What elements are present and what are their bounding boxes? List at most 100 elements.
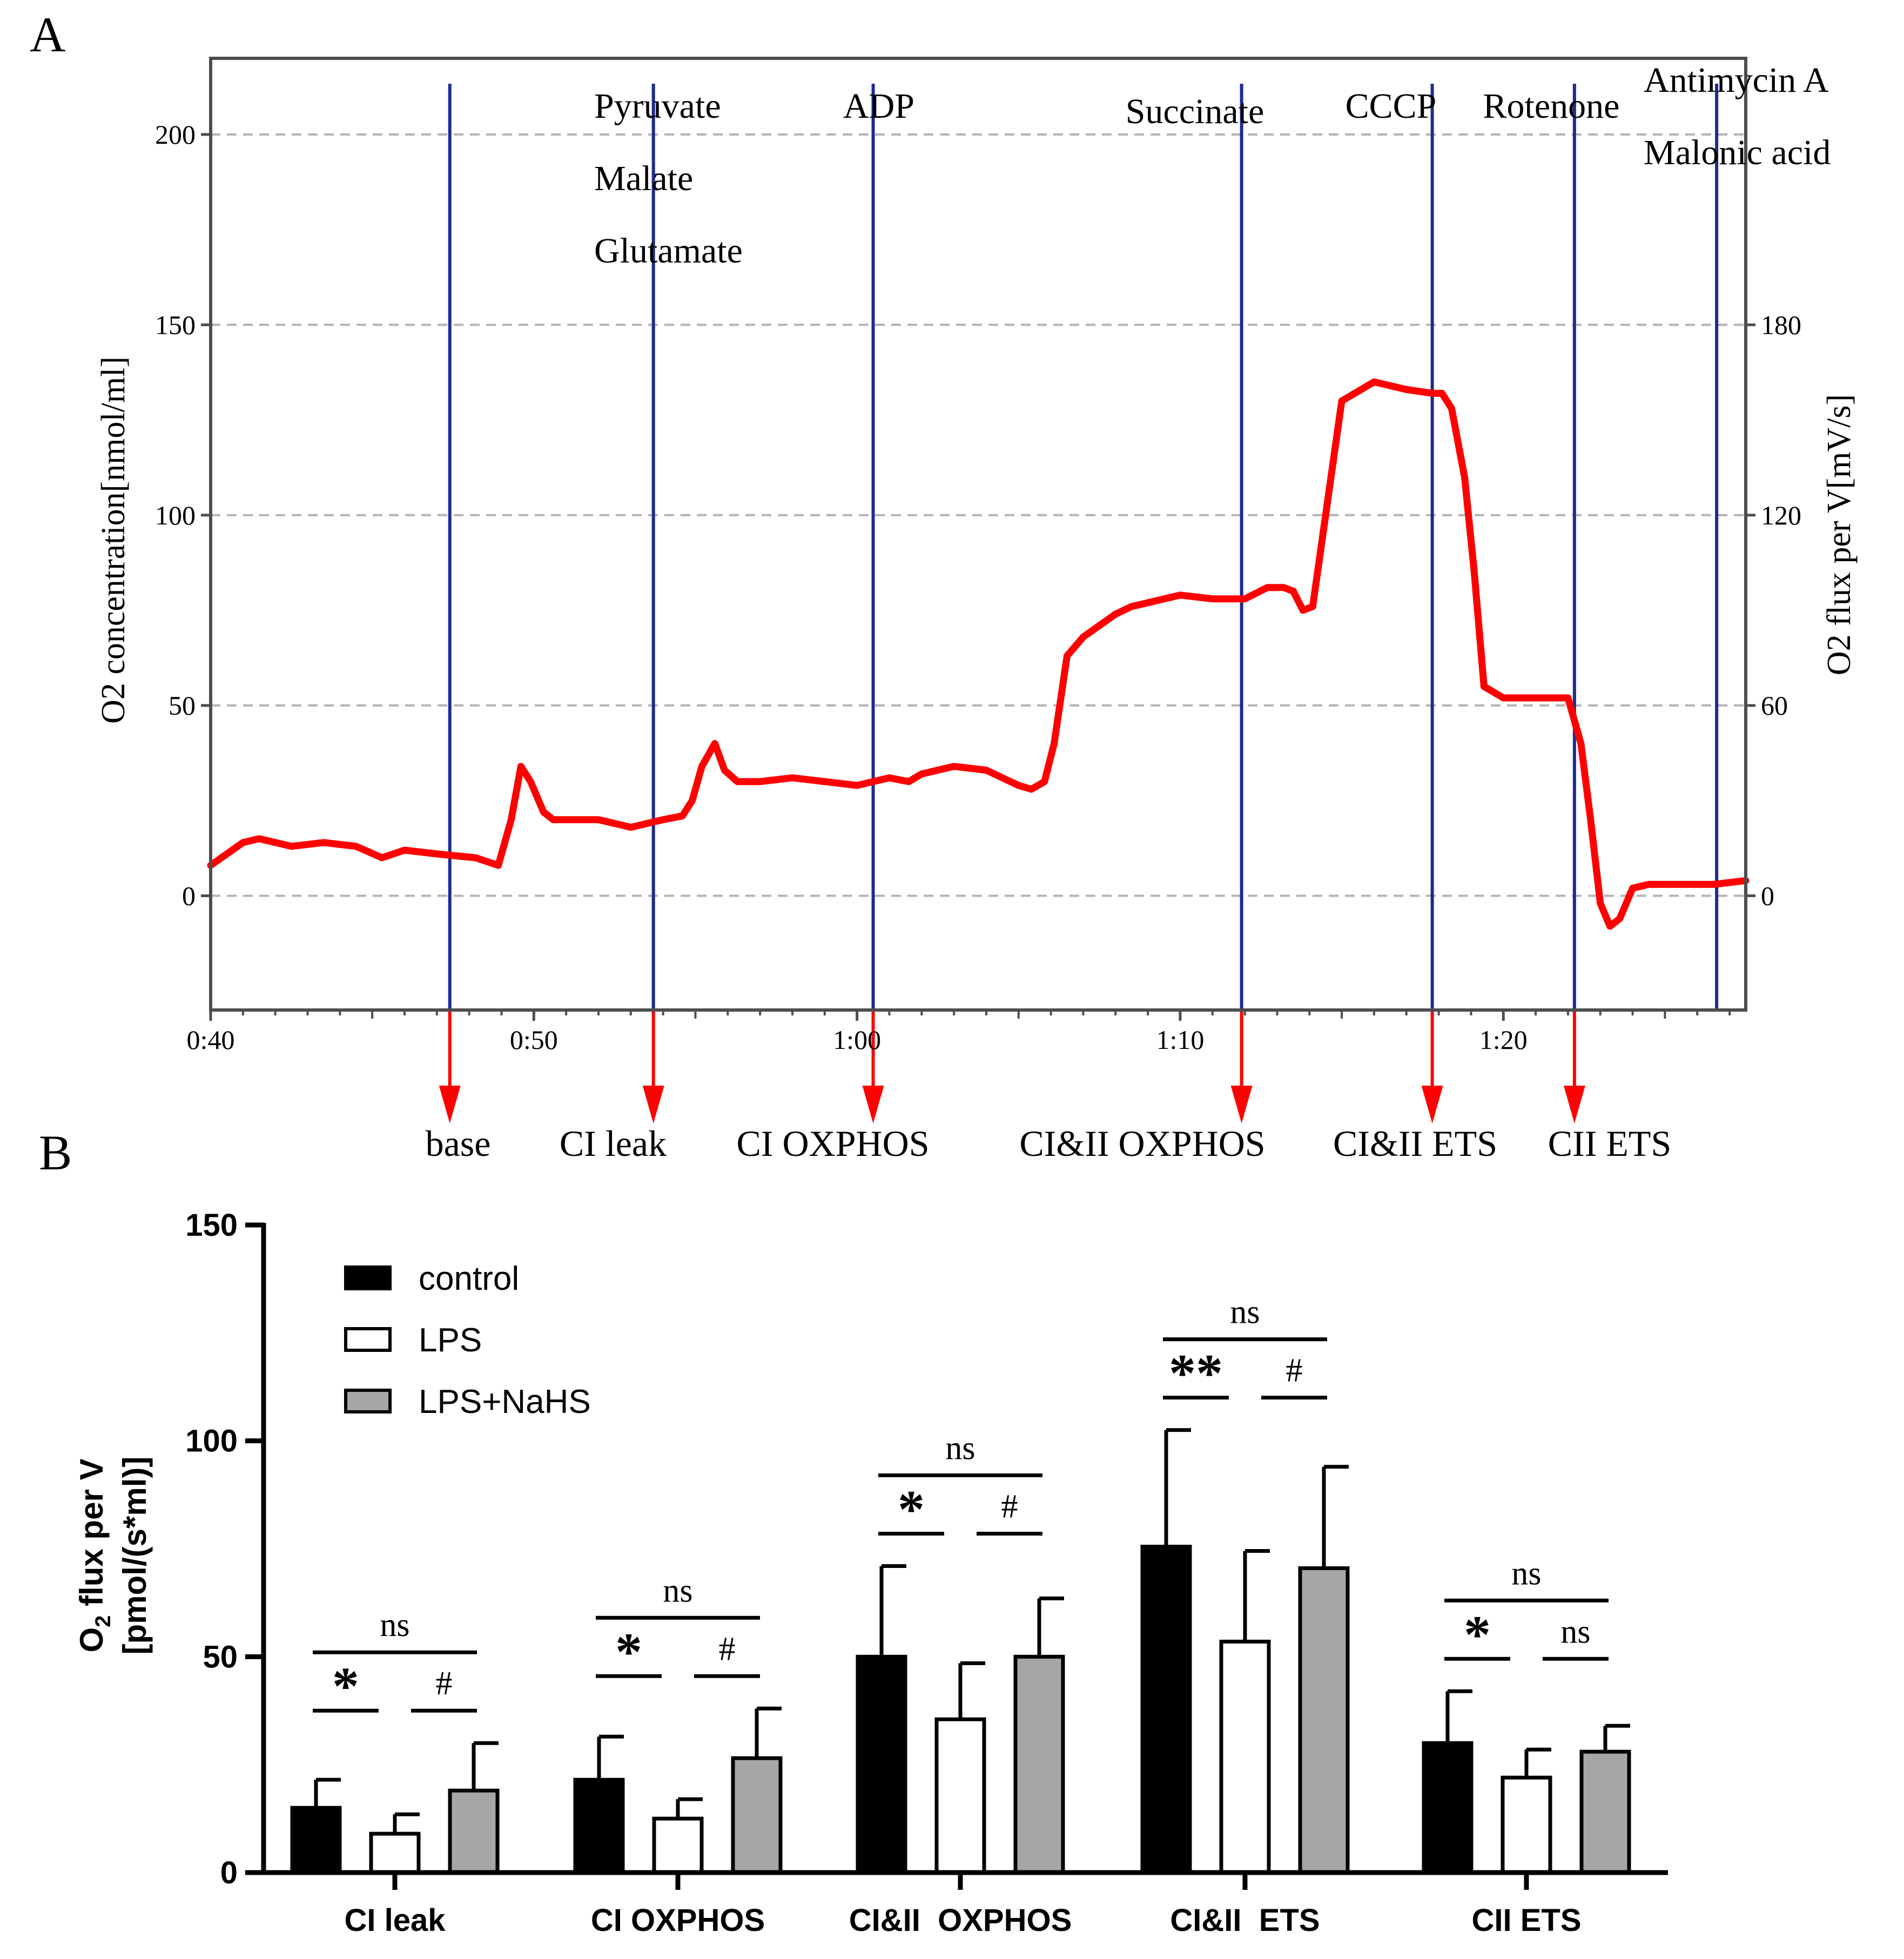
legend-swatch bbox=[344, 1265, 392, 1290]
bar bbox=[290, 1806, 342, 1875]
sig-label-top: ns bbox=[380, 1607, 409, 1644]
panel-b-bars bbox=[290, 1428, 1631, 1875]
panel-a-reagent-label: Malonic acid bbox=[1644, 133, 1831, 172]
panel-a-right-tick-label: 60 bbox=[1761, 690, 1788, 721]
bar bbox=[1579, 1749, 1631, 1875]
panel-a-state-labels: base CI leak CI OXPHOS CI&II OXPHOS CI&II ET… bbox=[426, 1123, 1672, 1164]
panel-a-left-ticks: 0 50 100 150 200 bbox=[155, 119, 211, 911]
bar bbox=[1422, 1741, 1474, 1875]
panel-a-state-label: CI&II OXPHOS bbox=[1019, 1123, 1265, 1164]
panel-b-axis-label-rest: flux per V bbox=[73, 1459, 110, 1615]
panel-b-significance: ns* #ns* #ns* #ns** #ns* ns bbox=[313, 1294, 1609, 1716]
bar bbox=[934, 1717, 986, 1875]
sig-label-top: ns bbox=[1230, 1294, 1260, 1331]
panel-a-x-tick-label: 1:10 bbox=[1156, 1025, 1204, 1055]
sig-label-top: ns bbox=[1511, 1555, 1541, 1592]
panel-b-category-label: CI&II ETS bbox=[1170, 1903, 1320, 1938]
panel-a-left-tick-label: 50 bbox=[169, 690, 196, 721]
panel-a-state-label: CI OXPHOS bbox=[736, 1123, 929, 1164]
sig-label-left: ** bbox=[1169, 1343, 1223, 1403]
panel-a-reagent-label: Pyruvate bbox=[594, 86, 721, 126]
panel-b-y-tick-label: 150 bbox=[185, 1208, 238, 1243]
bar bbox=[573, 1778, 625, 1875]
panel-a-right-ticks: 0 60 120 180 bbox=[1746, 309, 1801, 911]
panel-a-trace-chart: 0 50 100 150 200 0 60 120 180 0:40 0:50 1:00 1:10 1… bbox=[95, 57, 1858, 1164]
bar bbox=[1219, 1639, 1271, 1875]
bar bbox=[369, 1832, 421, 1875]
panel-b-axis-label-line2: [pmol/(s*ml)] bbox=[117, 1457, 153, 1655]
panel-a-red-arrow-head bbox=[642, 1086, 664, 1123]
panel-a-left-tick-label: 200 bbox=[155, 119, 196, 150]
panel-a-red-arrow-head bbox=[1421, 1086, 1443, 1123]
panel-a-gridlines bbox=[211, 133, 1746, 897]
panel-b-y-tick-label: 0 bbox=[220, 1855, 238, 1890]
panel-a-x-ticks: 0:40 0:50 1:00 1:10 1:20 bbox=[187, 1010, 1731, 1055]
panel-a-red-arrow-head bbox=[862, 1086, 884, 1123]
legend-swatch bbox=[344, 1389, 392, 1413]
sig-label-right: # bbox=[719, 1631, 736, 1667]
panel-a-x-tick-label: 1:20 bbox=[1479, 1025, 1528, 1055]
panel-b-bar-chart: 0 50 100 150 CI leak CI OXPHOS CI&II OXPHOS CI&… bbox=[73, 1208, 1668, 1938]
sig-label-right: # bbox=[1001, 1488, 1018, 1525]
panel-a-left-tick-label: 0 bbox=[182, 881, 196, 911]
sig-label-left: * bbox=[1464, 1604, 1491, 1664]
legend-label: LPS bbox=[419, 1322, 482, 1359]
panel-a-right-axis-label: O2 flux per V[mV/s] bbox=[1821, 394, 1858, 676]
sig-label-top: ns bbox=[663, 1572, 692, 1609]
panel-b-legend: control LPS LPS+NaHS bbox=[344, 1260, 591, 1421]
bar bbox=[1013, 1654, 1065, 1875]
legend-label: control bbox=[419, 1260, 519, 1297]
panel-a-injection-markers bbox=[439, 84, 1719, 1123]
sig-label-left: * bbox=[615, 1621, 642, 1681]
sig-label-right: # bbox=[436, 1665, 453, 1702]
panel-a-x-tick-label: 1:00 bbox=[833, 1025, 881, 1055]
bar bbox=[1298, 1566, 1350, 1875]
sig-label-left: * bbox=[898, 1479, 925, 1539]
panel-a-right-tick-label: 0 bbox=[1761, 881, 1774, 911]
bar bbox=[1501, 1775, 1552, 1875]
legend-swatch bbox=[344, 1327, 392, 1352]
panel-a-letter: A bbox=[30, 7, 65, 62]
panel-b-axis-label-sub: 2 bbox=[91, 1615, 115, 1627]
panel-a-state-label: CII ETS bbox=[1548, 1123, 1672, 1164]
panel-b-y-tick-label: 50 bbox=[203, 1639, 238, 1674]
bar bbox=[448, 1788, 500, 1875]
bar bbox=[652, 1816, 704, 1875]
panel-a-red-arrow-head bbox=[1230, 1086, 1253, 1123]
legend-label: LPS+NaHS bbox=[419, 1383, 591, 1421]
panel-a-reagent-labels: Pyruvate Malate Glutamate ADP Succinate CCCP R… bbox=[594, 60, 1831, 271]
panel-a-reagent-label: Succinate bbox=[1126, 92, 1264, 131]
panel-a-left-tick-label: 100 bbox=[155, 500, 196, 530]
panel-a-left-axis-label: O2 concentration[nmol/ml] bbox=[95, 356, 132, 724]
panel-a-state-label: CI leak bbox=[560, 1123, 667, 1164]
panel-a-reagent-label: Glutamate bbox=[594, 231, 743, 271]
sig-label-top: ns bbox=[945, 1430, 975, 1466]
panel-a-state-label: base bbox=[426, 1123, 491, 1164]
panel-a-red-arrow-head bbox=[439, 1086, 461, 1123]
panel-a-x-tick-label: 0:40 bbox=[187, 1025, 235, 1055]
panel-b-axis-label: O2 flux per V [pmol/(s*ml)] bbox=[73, 1457, 153, 1655]
panel-b-letter: B bbox=[39, 1125, 72, 1180]
sig-label-right: ns bbox=[1560, 1613, 1590, 1650]
panel-b-y-tick-label: 100 bbox=[185, 1424, 238, 1459]
panel-a-right-tick-label: 180 bbox=[1761, 309, 1801, 340]
sig-label-right: # bbox=[1286, 1352, 1303, 1389]
panel-b-axis-label-o: O bbox=[73, 1627, 110, 1653]
panel-a-right-tick-label: 120 bbox=[1761, 500, 1801, 530]
panel-b-category-label: CI OXPHOS bbox=[591, 1903, 765, 1938]
panel-a-trace-line bbox=[207, 378, 1750, 930]
bar bbox=[731, 1756, 783, 1875]
panel-a-x-tick-label: 0:50 bbox=[510, 1025, 558, 1055]
panel-b-category-label: CI&II OXPHOS bbox=[849, 1903, 1072, 1938]
panel-a-left-tick-label: 150 bbox=[155, 309, 196, 340]
panel-b-axis-label-line1: O2 flux per V bbox=[73, 1459, 115, 1653]
bar bbox=[856, 1654, 907, 1875]
panel-a-reagent-label: Antimycin A bbox=[1644, 60, 1829, 100]
panel-b-axes: 0 50 100 150 CI leak CI OXPHOS CI&II OXPHOS CI&… bbox=[185, 1208, 1668, 1938]
panel-a-trace bbox=[207, 378, 1750, 930]
panel-a-plot-frame bbox=[209, 57, 1747, 1012]
panel-a-red-arrow-head bbox=[1563, 1086, 1585, 1123]
panel-a-state-label: CI&II ETS bbox=[1333, 1123, 1497, 1164]
panel-a-reagent-label: ADP bbox=[843, 86, 914, 126]
